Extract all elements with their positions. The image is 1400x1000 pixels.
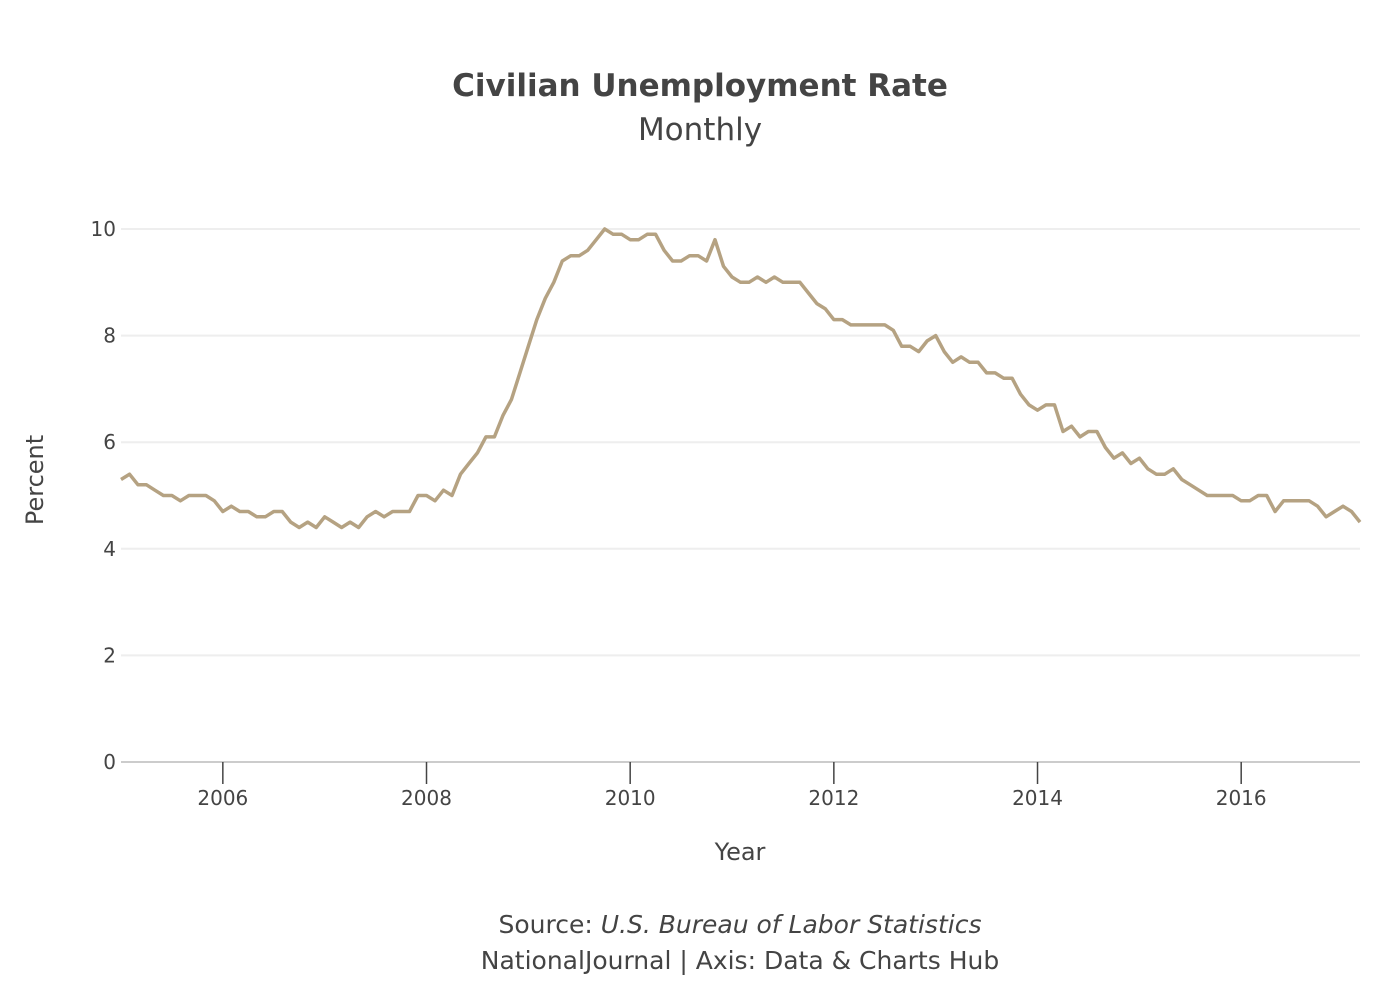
credit-note: NationalJournal | Axis: Data & Charts Hu… — [480, 946, 1000, 975]
x-tick-label: 2010 — [605, 786, 656, 810]
x-tick-label: 2006 — [197, 786, 248, 810]
unemployment-rate-line — [120, 227, 1362, 530]
source-prefix: Source: — [498, 910, 601, 939]
y-tick-label: 8 — [103, 324, 116, 348]
y-tick-label: 4 — [103, 537, 116, 561]
x-tick-label: 2012 — [808, 786, 859, 810]
y-tick-label: 2 — [103, 643, 116, 667]
x-tick-label: 2008 — [401, 786, 452, 810]
chart-title: Civilian Unemployment Rate — [452, 68, 948, 104]
y-tick-label: 10 — [91, 217, 116, 241]
source-name: U.S. Bureau of Labor Statistics — [600, 910, 982, 939]
x-tick-label: 2016 — [1216, 786, 1267, 810]
chart-subtitle: Monthly — [637, 112, 763, 148]
x-axis-label: Year — [714, 838, 766, 866]
y-tick-label: 0 — [103, 750, 116, 774]
y-axis-label: Percent — [21, 434, 49, 526]
x-tick-label: 2014 — [1012, 786, 1063, 810]
source-note: Source: U.S. Bureau of Labor Statistics — [0, 910, 1400, 939]
y-tick-label: 6 — [103, 430, 116, 454]
